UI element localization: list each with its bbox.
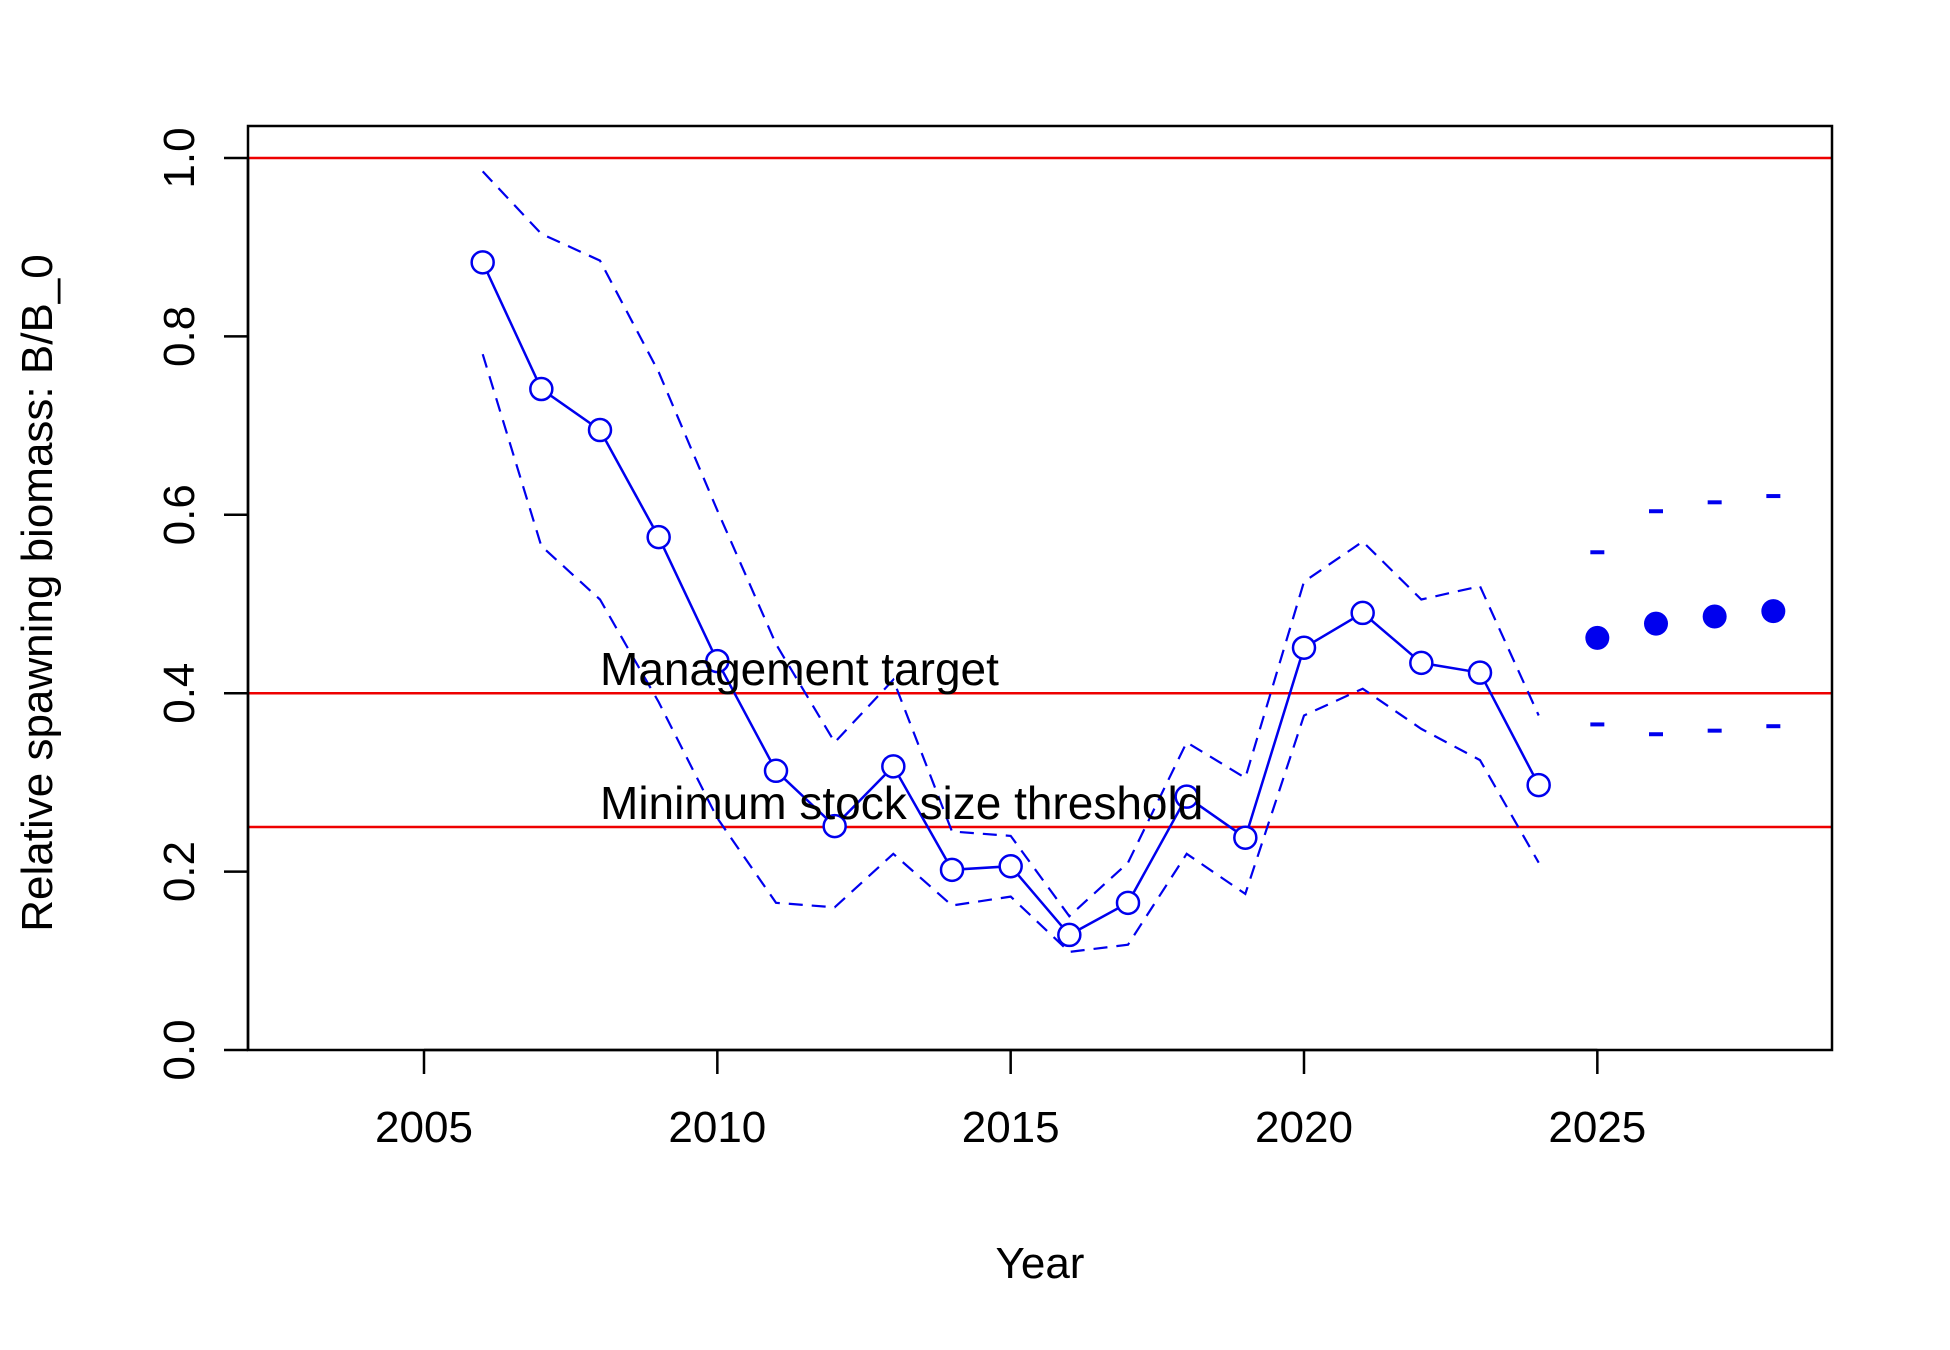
projection-point-2028 xyxy=(1761,599,1786,624)
annotations: Management target Minimum stock size thre… xyxy=(600,643,1203,829)
estimate-point-2016 xyxy=(1057,922,1082,948)
projection-series xyxy=(1585,494,1786,737)
y-tick-label-0.4: 0.4 xyxy=(155,663,204,724)
y-tick-label-0.2: 0.2 xyxy=(155,841,204,902)
x-axis-label: Year xyxy=(996,1239,1085,1288)
y-axis-label: Relative spawning biomass: B/B_0 xyxy=(13,254,62,931)
x-tick-label-2020: 2020 xyxy=(1255,1103,1353,1152)
estimate-point-2024 xyxy=(1526,772,1551,798)
estimate-point-2022 xyxy=(1409,650,1434,676)
reference-lines xyxy=(248,156,1832,829)
y-tick-label-0.0: 0.0 xyxy=(155,1019,204,1080)
estimate-point-2008 xyxy=(587,417,613,443)
estimate-point-2018 xyxy=(1174,784,1199,809)
estimate-point-2017 xyxy=(1115,890,1141,916)
estimate-point-2011 xyxy=(763,758,789,784)
estimate-point-2009 xyxy=(646,524,671,550)
estimate-point-2019 xyxy=(1233,825,1258,850)
projection-point-2025 xyxy=(1585,625,1610,650)
y-tick-label-1.0: 1.0 xyxy=(155,127,204,188)
upper-interval-line xyxy=(481,170,1540,918)
annotation-1: Management target xyxy=(600,643,999,695)
y-tick-label-0.8: 0.8 xyxy=(155,306,204,367)
x-tick-label-2005: 2005 xyxy=(375,1103,473,1152)
x-tick-label-2010: 2010 xyxy=(668,1103,766,1152)
annotation-2: Minimum stock size threshold xyxy=(600,777,1203,829)
confidence-intervals xyxy=(481,170,1540,954)
estimate-point-2013 xyxy=(881,754,906,779)
estimate-point-2010 xyxy=(705,648,730,674)
estimate-point-2015 xyxy=(998,853,1023,879)
estimate-point-2014 xyxy=(939,857,965,883)
estimate-series xyxy=(470,250,1551,948)
estimate-point-2007 xyxy=(529,376,554,402)
lower-interval-line xyxy=(481,353,1540,954)
estimate-line xyxy=(481,261,1540,937)
estimate-point-2012 xyxy=(822,813,847,839)
estimate-point-2021 xyxy=(1350,600,1375,626)
x-tick-label-2015: 2015 xyxy=(962,1103,1060,1152)
x-tick-label-2025: 2025 xyxy=(1548,1103,1646,1152)
estimate-point-2006 xyxy=(470,250,495,275)
y-axis: 0.0 0.2 0.4 0.6 0.8 1.0 xyxy=(155,127,250,1081)
estimate-point-2023 xyxy=(1467,660,1493,685)
y-tick-label-0.6: 0.6 xyxy=(155,484,204,545)
x-axis: 2005 2010 2015 2020 2025 xyxy=(375,1048,1646,1152)
estimate-point-2020 xyxy=(1291,635,1317,660)
projection-point-2026 xyxy=(1644,611,1668,636)
projection-point-2027 xyxy=(1702,604,1727,629)
